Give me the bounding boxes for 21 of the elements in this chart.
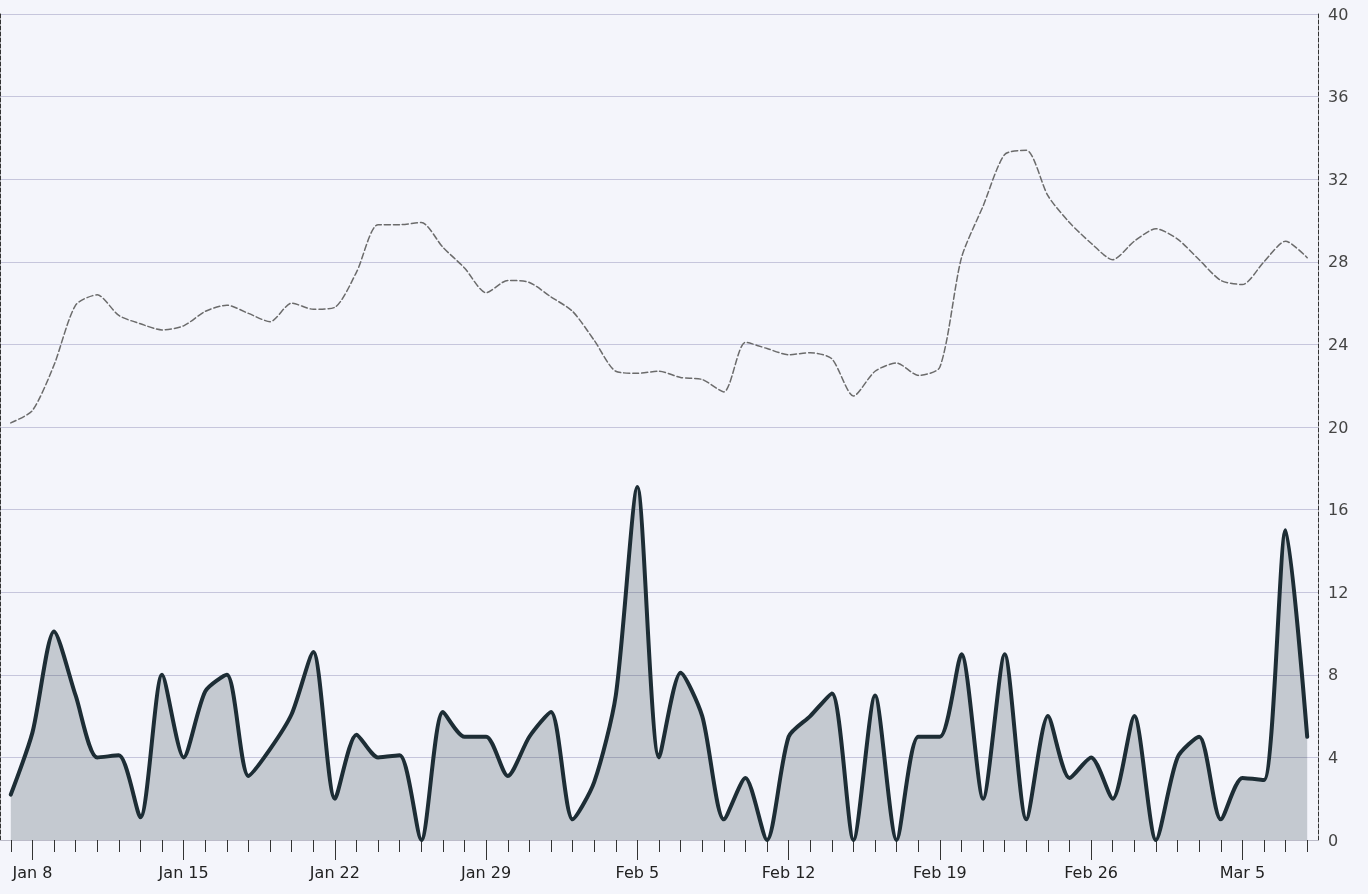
y-tick-label: 8 <box>1328 665 1339 685</box>
x-tick-label: Feb 12 <box>761 862 816 882</box>
y-tick-label: 0 <box>1328 830 1339 850</box>
x-tick-label: Feb 19 <box>912 862 967 882</box>
x-tick-label: Jan 22 <box>308 862 360 882</box>
x-tick-label: Mar 5 <box>1219 862 1266 882</box>
x-tick-label: Feb 26 <box>1064 862 1119 882</box>
y-tick-label: 16 <box>1328 500 1349 520</box>
line-series <box>10 149 1308 424</box>
y-tick-label: 36 <box>1328 87 1349 107</box>
y-tick-label: 20 <box>1328 417 1349 437</box>
x-tick-label: Jan 29 <box>460 862 512 882</box>
y-tick-label: 28 <box>1328 252 1349 272</box>
y-tick-label: 32 <box>1328 169 1349 189</box>
y-tick-label: 12 <box>1328 582 1349 602</box>
y-tick-label: 4 <box>1328 747 1339 767</box>
x-tick-label: Feb 5 <box>615 862 660 882</box>
x-tick-label: Jan 8 <box>11 862 53 882</box>
y-tick-label: 40 <box>1328 4 1349 24</box>
x-tick-label: Jan 15 <box>157 862 209 882</box>
y-tick-label: 24 <box>1328 334 1349 354</box>
